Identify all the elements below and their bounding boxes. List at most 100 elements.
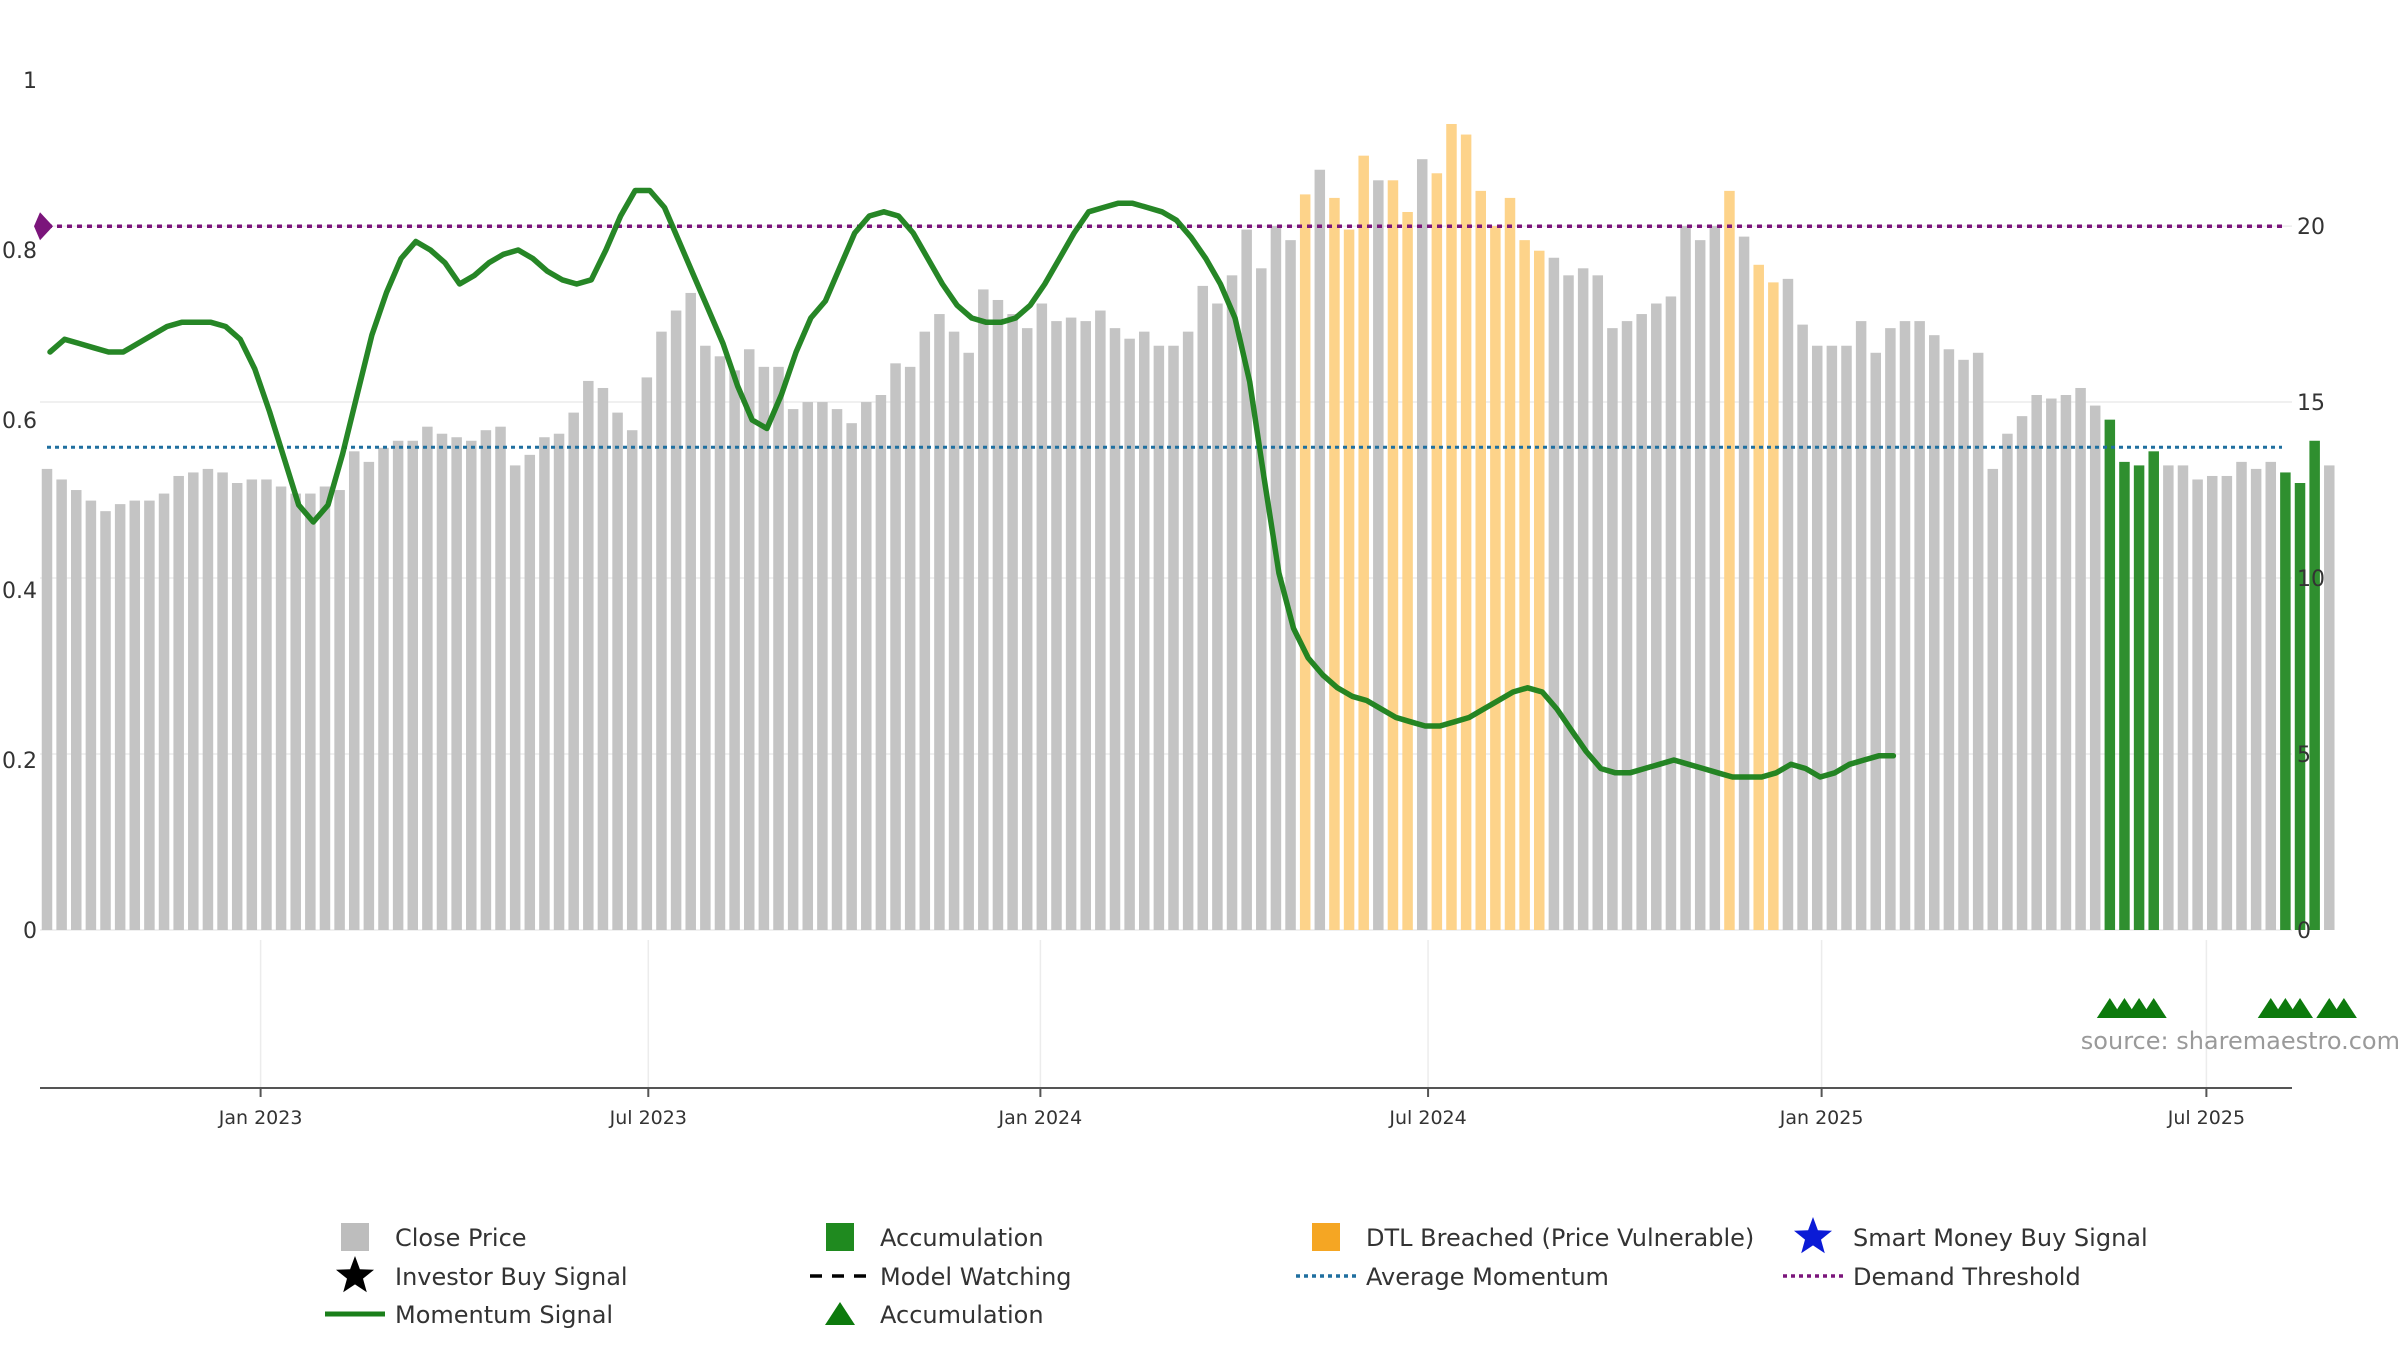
marker-layer bbox=[2096, 998, 2357, 1018]
bar-gray-19 bbox=[319, 486, 331, 930]
bar-gray-148 bbox=[2206, 475, 2218, 930]
bar-gray-59 bbox=[904, 366, 916, 930]
line-layer bbox=[34, 187, 2282, 780]
bar-gray-69 bbox=[1051, 321, 1062, 931]
bar-gray-128 bbox=[1914, 321, 1925, 931]
bar-gray-12 bbox=[217, 472, 228, 930]
legend-item: Model Watching bbox=[810, 1263, 1072, 1291]
bar-gray-21 bbox=[348, 451, 360, 930]
bar-orange-115 bbox=[1724, 190, 1735, 930]
bar-gray-84 bbox=[1270, 226, 1282, 930]
legend-square-icon bbox=[1312, 1223, 1340, 1251]
left-tick-label: 0.2 bbox=[2, 749, 37, 774]
legend-label: DTL Breached (Price Vulnerable) bbox=[1366, 1224, 1754, 1252]
bar-gray-27 bbox=[436, 433, 448, 930]
legend-triangle-icon bbox=[825, 1302, 855, 1325]
legend-item: Close Price bbox=[341, 1223, 527, 1252]
bar-gray-75 bbox=[1139, 331, 1150, 930]
legend-label: Close Price bbox=[395, 1224, 527, 1252]
bar-gray-30 bbox=[480, 430, 492, 930]
legend-item: Average Momentum bbox=[1296, 1263, 1609, 1291]
legend-item: DTL Breached (Price Vulnerable) bbox=[1312, 1223, 1754, 1252]
bar-gray-29 bbox=[466, 440, 477, 930]
bar-gray-79 bbox=[1197, 285, 1209, 930]
bar-gray-60 bbox=[919, 331, 931, 930]
legend-label: Demand Threshold bbox=[1853, 1263, 2081, 1291]
x-tick-label: Jan 2025 bbox=[1779, 1107, 1864, 1129]
bar-gray-3 bbox=[85, 500, 97, 930]
bar-gray-72 bbox=[1095, 310, 1106, 930]
bar-gray-78 bbox=[1182, 331, 1194, 930]
bar-gray-125 bbox=[1870, 352, 1881, 931]
bar-orange-97 bbox=[1460, 134, 1472, 930]
bar-orange-102 bbox=[1534, 250, 1545, 931]
bar-gray-18 bbox=[305, 493, 316, 930]
bar-gray-121 bbox=[1811, 345, 1823, 930]
bar-gray-145 bbox=[2163, 465, 2174, 930]
legend-item: Investor Buy Signal bbox=[336, 1256, 628, 1293]
bar-gray-37 bbox=[583, 380, 594, 931]
bar-gray-108 bbox=[1621, 321, 1633, 931]
accumulation-marker bbox=[2330, 998, 2357, 1018]
bar-orange-95 bbox=[1431, 173, 1443, 930]
bar-gray-23 bbox=[378, 447, 389, 930]
bar-orange-118 bbox=[1768, 282, 1779, 930]
right-tick-label: 15 bbox=[2297, 391, 2325, 416]
legend-label: Investor Buy Signal bbox=[395, 1263, 628, 1291]
bar-layer bbox=[41, 123, 2335, 931]
bar-gray-81 bbox=[1226, 275, 1238, 930]
bar-gray-51 bbox=[787, 409, 799, 931]
bar-orange-98 bbox=[1475, 190, 1486, 930]
bar-orange-86 bbox=[1299, 194, 1311, 931]
bar-gray-54 bbox=[831, 409, 843, 931]
source-label: source: sharemaestro.com bbox=[2081, 1027, 2400, 1055]
bar-gray-28 bbox=[451, 437, 462, 930]
bar-gray-122 bbox=[1826, 345, 1838, 930]
bar-gray-152 bbox=[2265, 461, 2277, 930]
x-tick-label: Jan 2023 bbox=[218, 1107, 303, 1129]
bar-green-144 bbox=[2148, 451, 2159, 930]
bar-gray-1 bbox=[56, 479, 67, 930]
bar-gray-116 bbox=[1738, 236, 1750, 931]
axis-layer: Jan 2023 Jul 2023 Jan 2024 Jul 2024 Jan 2025… bbox=[2, 69, 2325, 1129]
bar-gray-106 bbox=[1592, 275, 1604, 930]
bar-gray-111 bbox=[1665, 296, 1677, 931]
bar-gray-55 bbox=[846, 423, 857, 930]
bar-gray-131 bbox=[1958, 359, 1969, 930]
bar-orange-101 bbox=[1519, 240, 1530, 931]
legend-star-icon bbox=[336, 1256, 374, 1293]
bar-gray-82 bbox=[1241, 229, 1252, 930]
bar-gray-103 bbox=[1548, 257, 1560, 930]
bar-gray-87 bbox=[1314, 169, 1326, 930]
legend-item: Accumulation bbox=[825, 1301, 1044, 1329]
legend-label: Accumulation bbox=[880, 1301, 1044, 1329]
bar-gray-35 bbox=[553, 433, 565, 930]
x-tick-label: Jul 2025 bbox=[2167, 1107, 2245, 1129]
x-tick-label: Jan 2024 bbox=[998, 1107, 1083, 1129]
bar-orange-90 bbox=[1358, 155, 1369, 931]
legend: Close Price Accumulation DTL Breached (Pri… bbox=[325, 1217, 2148, 1329]
bar-gray-2 bbox=[71, 490, 82, 930]
bar-gray-41 bbox=[641, 377, 653, 931]
bar-orange-100 bbox=[1504, 197, 1516, 930]
left-tick-label: 1 bbox=[23, 69, 37, 94]
bar-gray-149 bbox=[2221, 475, 2233, 930]
bar-green-153 bbox=[2280, 472, 2291, 930]
bar-gray-65 bbox=[992, 299, 1004, 930]
bar-gray-126 bbox=[1885, 328, 1896, 930]
right-tick-label: 10 bbox=[2297, 567, 2325, 592]
legend-item: Smart Money Buy Signal bbox=[1794, 1217, 2148, 1254]
bar-gray-46 bbox=[714, 356, 726, 930]
bar-gray-105 bbox=[1577, 268, 1589, 931]
bar-orange-117 bbox=[1753, 264, 1764, 931]
bar-gray-26 bbox=[422, 426, 433, 930]
bar-gray-45 bbox=[700, 345, 711, 930]
left-tick-label: 0.8 bbox=[2, 239, 37, 264]
bar-gray-11 bbox=[202, 468, 214, 930]
bar-gray-66 bbox=[1007, 314, 1018, 930]
legend-item: Momentum Signal bbox=[325, 1301, 613, 1329]
bar-orange-88 bbox=[1329, 197, 1340, 930]
bar-gray-73 bbox=[1109, 328, 1121, 930]
bar-gray-20 bbox=[334, 490, 345, 930]
